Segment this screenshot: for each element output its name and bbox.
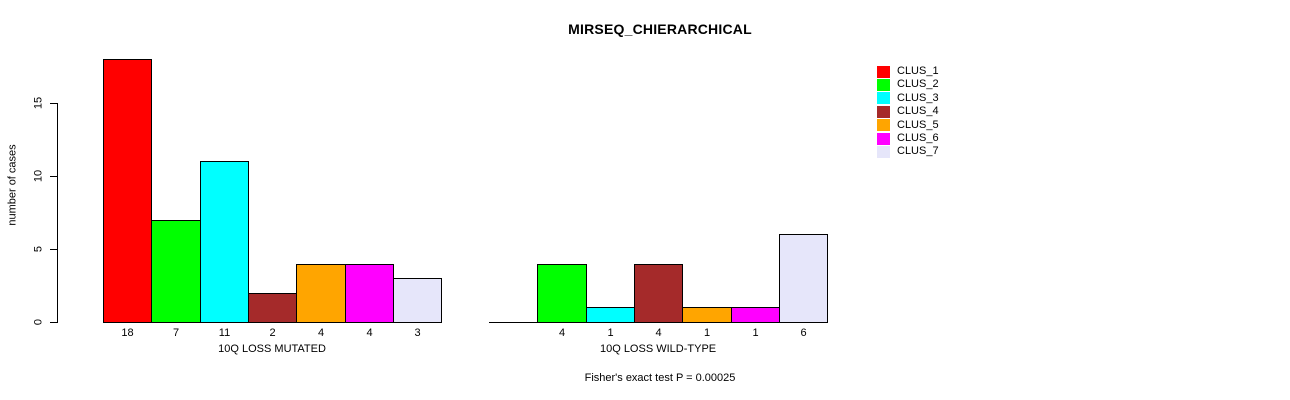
legend-swatch <box>877 105 890 118</box>
y-axis-tick <box>50 103 57 104</box>
legend-label: CLUS_4 <box>897 105 939 118</box>
legend-label: CLUS_7 <box>897 145 939 158</box>
bar-group1-clus-3 <box>200 161 249 323</box>
group-label: 10Q LOSS MUTATED <box>218 343 326 355</box>
group-label: 10Q LOSS WILD-TYPE <box>599 343 717 355</box>
legend-item: CLUS_7 <box>877 145 939 158</box>
y-axis-line <box>57 103 58 323</box>
y-axis-tick-label: 10 <box>32 169 45 183</box>
y-axis-tick <box>50 176 57 177</box>
bar-count-label: 18 <box>121 327 134 339</box>
legend-swatch <box>877 132 890 145</box>
chart-title: MIRSEQ_CHIERARCHICAL <box>568 21 752 37</box>
bar-group1-clus-6 <box>345 264 394 323</box>
bar-group1-clus-7 <box>393 278 442 323</box>
bar-count-label: 6 <box>800 327 807 339</box>
bar-count-label: 3 <box>414 327 421 339</box>
bar-group2-clus-5 <box>682 307 732 323</box>
legend-swatch <box>877 145 890 158</box>
bar-group1-clus-2 <box>151 220 201 323</box>
bar-count-label: 2 <box>269 327 276 339</box>
y-axis-tick <box>50 322 57 323</box>
bar-group2-clus-4 <box>634 264 683 323</box>
bar-count-label: 1 <box>703 327 711 339</box>
legend-label: CLUS_2 <box>897 78 939 91</box>
bar-count-label: 1 <box>607 327 614 339</box>
legend-swatch <box>877 78 890 91</box>
legend-item: CLUS_6 <box>877 132 939 145</box>
bar-count-label: 4 <box>655 327 662 339</box>
bar-count-label: 1 <box>752 327 759 339</box>
legend-item: CLUS_4 <box>877 105 939 118</box>
legend-item: CLUS_1 <box>877 65 939 78</box>
fisher-test-annotation: Fisher's exact test P = 0.00025 <box>584 372 736 384</box>
legend-swatch <box>877 119 890 132</box>
legend-label: CLUS_5 <box>897 118 939 131</box>
legend-item: CLUS_5 <box>877 119 939 132</box>
bar-group2-clus-7 <box>779 234 828 323</box>
bar-group1-clus-1 <box>103 59 152 323</box>
legend-item: CLUS_3 <box>877 92 939 105</box>
y-axis-tick-label: 0 <box>32 318 45 326</box>
bar-group2-clus-6 <box>731 307 780 323</box>
bar-count-label: 7 <box>172 327 180 339</box>
bar-group2-clus-3 <box>586 307 635 323</box>
y-axis-tick <box>50 249 57 250</box>
bar-count-label: 11 <box>218 327 231 339</box>
legend-item: CLUS_2 <box>877 78 939 91</box>
bar-group2-clus-1-zero <box>489 322 538 323</box>
bar-count-label: 4 <box>366 327 373 339</box>
y-axis-tick-label: 15 <box>32 96 45 110</box>
legend-label: CLUS_6 <box>897 132 939 144</box>
legend-label: CLUS_1 <box>897 65 939 77</box>
legend-label: CLUS_3 <box>897 91 939 104</box>
bar-group1-clus-5 <box>296 264 346 323</box>
legend-swatch <box>877 65 890 78</box>
bar-group1-clus-4 <box>248 293 297 323</box>
legend-swatch <box>877 92 890 105</box>
y-axis-tick-label: 5 <box>32 245 45 253</box>
bar-group2-clus-2 <box>537 264 587 323</box>
bar-count-label: 4 <box>558 327 566 339</box>
bar-count-label: 4 <box>317 327 325 339</box>
